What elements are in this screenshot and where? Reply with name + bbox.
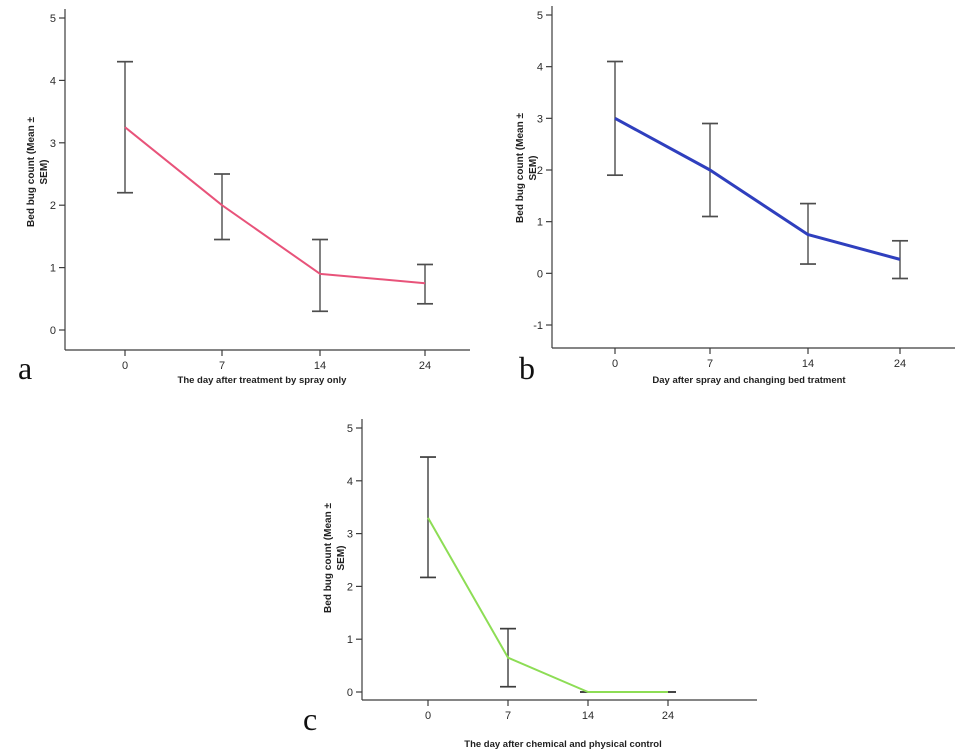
panel-letter-b: b [519,350,535,386]
svg-text:3: 3 [347,529,353,541]
svg-text:2: 2 [537,165,543,177]
x-axis-label-b: Day after spray and changing bed tratmen… [652,375,846,386]
y-axis-label-b: Bed bug count (Mean ± SEM) [514,113,540,223]
svg-text:4: 4 [347,476,353,488]
svg-text:7: 7 [707,358,713,370]
svg-text:5: 5 [537,10,543,22]
svg-text:24: 24 [662,710,674,722]
panel-letter-c: c [303,701,318,737]
svg-text:5: 5 [50,13,56,25]
svg-text:4: 4 [50,75,56,87]
y-axis-label-line: SEM) [39,159,50,185]
svg-text:0: 0 [612,358,618,370]
y-axis-label-a: Bed bug count (Mean ± SEM) [25,117,51,227]
svg-text:0: 0 [425,710,431,722]
svg-text:24: 24 [894,358,906,370]
svg-text:24: 24 [419,360,431,372]
svg-text:0: 0 [537,268,543,280]
svg-text:-1: -1 [533,320,543,332]
line-chart-a: 0 1 2 3 4 5 0 7 14 24 [50,9,470,372]
svg-text:7: 7 [219,360,225,372]
panel-c: 0 1 2 3 4 5 0 7 14 24 Bed bug count (Mean ± SEM) … [295,405,795,751]
svg-text:14: 14 [314,360,326,372]
svg-text:1: 1 [347,634,353,646]
panel-letter-a: a [18,350,33,386]
svg-text:14: 14 [802,358,814,370]
svg-text:5: 5 [347,423,353,435]
svg-text:2: 2 [50,200,56,212]
y-axis-label-line: SEM) [336,545,347,571]
line-chart-b: -1 0 1 2 3 4 5 0 7 14 24 [533,6,955,370]
y-axis-label-line: Bed bug count (Mean ± [323,503,334,613]
svg-text:1: 1 [50,263,56,275]
x-axis-label-a: The day after treatment by spray only [177,375,347,386]
svg-text:3: 3 [50,138,56,150]
svg-text:0: 0 [347,687,353,699]
svg-text:1: 1 [537,217,543,229]
y-axis-label-line: Bed bug count (Mean ± [26,117,37,227]
panel-b: -1 0 1 2 3 4 5 0 7 14 24 Bed bug count (Mean ± SEM… [487,0,977,400]
svg-text:3: 3 [537,113,543,125]
line-chart-c: 0 1 2 3 4 5 0 7 14 24 [347,419,757,722]
y-axis-label-line: SEM) [528,155,539,181]
y-axis-label-c: Bed bug count (Mean ± SEM) [322,503,348,613]
svg-text:7: 7 [505,710,511,722]
svg-text:0: 0 [50,325,56,337]
y-axis-label-line: Bed bug count (Mean ± [515,113,526,223]
panel-a: 0 1 2 3 4 5 0 7 14 24 Bed bug count (Mean ± SEM) … [0,0,490,400]
svg-text:2: 2 [347,581,353,593]
svg-text:0: 0 [122,360,128,372]
svg-text:14: 14 [582,710,594,722]
x-axis-label-c: The day after chemical and physical cont… [464,739,662,750]
svg-text:4: 4 [537,62,543,74]
